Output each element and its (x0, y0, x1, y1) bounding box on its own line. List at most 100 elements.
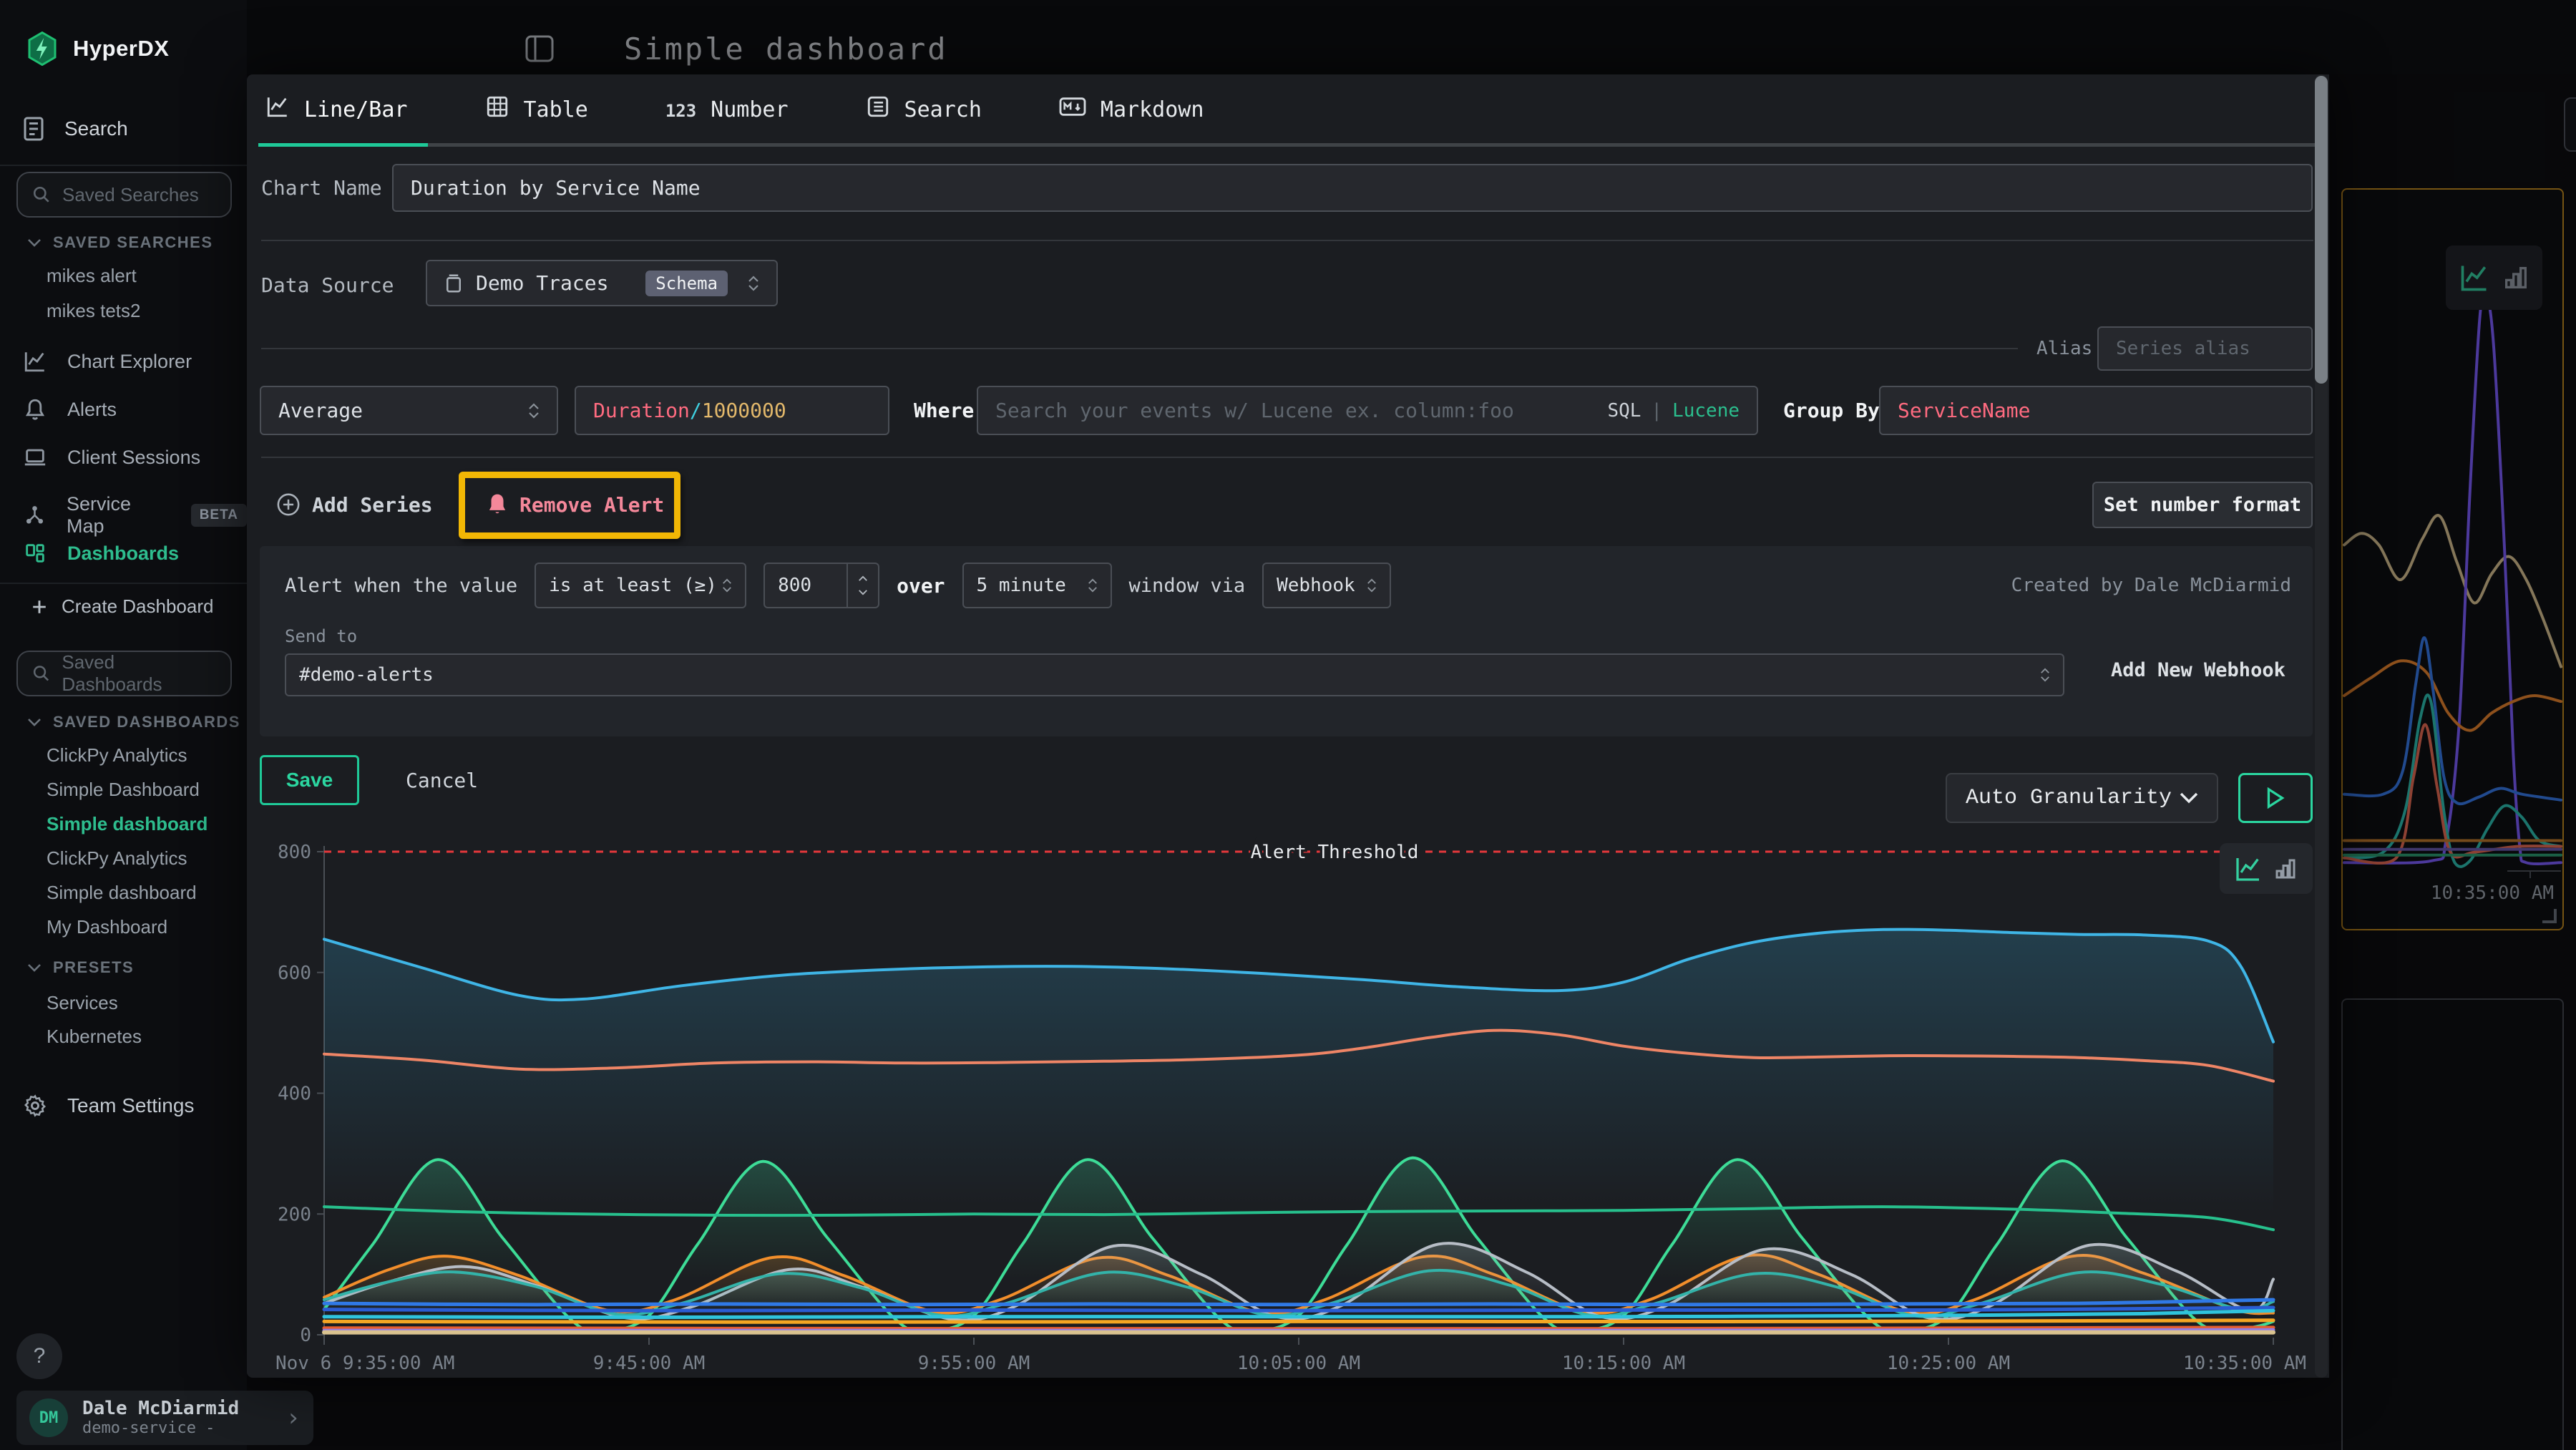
chevron-right-icon: › (286, 1403, 301, 1432)
add-new-webhook-button[interactable]: Add New Webhook (2111, 659, 2285, 681)
create-dashboard-button[interactable]: Create Dashboard (31, 595, 213, 618)
preset-item[interactable]: Kubernetes (47, 1026, 142, 1048)
aggregation-select[interactable]: Average (260, 386, 558, 435)
chart-name-input[interactable]: Duration by Service Name (392, 164, 2313, 212)
where-placeholder: Search your events w/ Lucene ex. column:… (995, 399, 1514, 422)
query-language-toggle[interactable]: SQL | Lucene (1607, 400, 1740, 422)
group-by-label: Group By (1783, 399, 1880, 422)
app-logo[interactable]: HyperDX (27, 31, 169, 66)
send-to-label: Send to (285, 626, 357, 646)
sidebar-item-service-map[interactable]: Service MapBETA (23, 493, 247, 537)
markdown-icon (1059, 94, 1086, 125)
add-series-button[interactable]: Add Series (276, 492, 433, 517)
saved-dashboard-item[interactable]: ClickPy Analytics (47, 744, 187, 767)
alias-input[interactable]: Series alias (2097, 326, 2313, 371)
add-series-label: Add Series (312, 493, 433, 517)
field-formula-input[interactable]: Duration/1000000 (575, 386, 889, 435)
formula-field: Duration (593, 399, 690, 422)
sidebar-item-team-settings[interactable]: Team Settings (23, 1094, 194, 1118)
cancel-button[interactable]: Cancel (406, 755, 478, 805)
saved-dashboards-placeholder: Saved Dashboards (62, 651, 216, 696)
where-label: Where (914, 399, 974, 422)
help-button[interactable]: ? (16, 1333, 62, 1379)
svg-text:Alert Threshold: Alert Threshold (1251, 842, 1419, 863)
data-source-select[interactable]: Demo Traces Schema (426, 260, 778, 306)
svg-text:10:35:00 AM: 10:35:00 AM (2183, 1353, 2306, 1374)
section-title: SAVED SEARCHES (53, 233, 213, 252)
saved-dashboards-input[interactable]: Saved Dashboards (16, 651, 232, 696)
section-title: SAVED DASHBOARDS (53, 713, 240, 731)
divider (261, 240, 2313, 241)
alert-condition-value: is at least (≥) (549, 575, 717, 596)
tab-track (258, 143, 2315, 147)
where-search-input[interactable]: Search your events w/ Lucene ex. column:… (977, 386, 1758, 435)
avatar: DM (29, 1398, 68, 1437)
saved-search-item[interactable]: mikes alert (47, 265, 137, 287)
alert-condition-select[interactable]: is at least (≥) (535, 563, 746, 608)
tab-label: Search (904, 97, 982, 122)
svg-text:10:15:00 AM: 10:15:00 AM (1562, 1353, 1685, 1374)
select-chevrons-icon (528, 403, 540, 419)
sidebar-item-label: Search (64, 117, 128, 140)
sidebar-item-label: Team Settings (67, 1094, 194, 1117)
bar-chart-icon[interactable] (2273, 855, 2298, 883)
alert-over-label: over (897, 574, 945, 598)
tab-line-bar[interactable]: Line/Bar (261, 94, 412, 125)
group-by-input[interactable]: ServiceName (1879, 386, 2313, 435)
preset-item[interactable]: Services (47, 992, 118, 1014)
user-info: Dale McDiarmid demo-service - (82, 1398, 239, 1438)
set-number-format-label: Set number format (2104, 494, 2301, 516)
send-to-select[interactable]: #demo-alerts (285, 653, 2064, 696)
divider (0, 165, 247, 166)
network-icon (23, 503, 47, 527)
line-chart-icon[interactable] (2234, 855, 2263, 883)
sidebar-item-search[interactable]: Search (23, 116, 128, 142)
set-number-format-button[interactable]: Set number format (2092, 482, 2313, 528)
saved-search-item[interactable]: mikes tets2 (47, 300, 141, 322)
user-card[interactable]: DM Dale McDiarmid demo-service - › (16, 1391, 313, 1445)
presets-header[interactable]: PRESETS (27, 958, 134, 977)
divider (0, 583, 247, 584)
alert-channel-select[interactable]: Webhook (1262, 563, 1391, 608)
user-name: Dale McDiarmid (82, 1398, 239, 1420)
tab-number[interactable]: 123Number (661, 94, 793, 125)
play-icon (2265, 787, 2285, 809)
search-doc-icon (23, 116, 44, 142)
chevron-down-icon (27, 238, 42, 247)
saved-dashboard-item[interactable]: Simple dashboard (47, 813, 208, 835)
saved-dashboard-item[interactable]: ClickPy Analytics (47, 847, 187, 870)
saved-dashboard-item[interactable]: Simple Dashboard (47, 779, 200, 801)
tab-search[interactable]: Search (862, 94, 986, 125)
save-label: Save (286, 769, 333, 792)
svg-text:600: 600 (278, 963, 311, 984)
sidebar-item-alerts[interactable]: Alerts (23, 397, 117, 422)
gear-icon (23, 1094, 47, 1118)
alert-window-select[interactable]: 5 minute (962, 563, 1112, 608)
created-by-label: Created by Dale McDiarmid (2011, 575, 2291, 596)
saved-dashboards-header[interactable]: SAVED DASHBOARDS (27, 713, 240, 731)
tab-markdown[interactable]: Markdown (1055, 94, 1209, 125)
lucene-option[interactable]: Lucene (1672, 400, 1740, 422)
saved-searches-header[interactable]: SAVED SEARCHES (27, 233, 213, 252)
save-button[interactable]: Save (260, 755, 359, 805)
chevron-down-icon (27, 718, 42, 726)
modal-scrollbar-thumb[interactable] (2315, 76, 2328, 384)
chart-type-toggle[interactable] (2220, 843, 2313, 894)
tab-table[interactable]: Table (481, 94, 592, 125)
alert-threshold-input[interactable]: 800 (763, 563, 879, 608)
alert-config-section: Alert when the value is at least (≥) 800 (260, 546, 2313, 736)
number-spinner[interactable] (847, 564, 878, 607)
saved-dashboard-item[interactable]: Simple dashboard (47, 882, 197, 904)
sidebar-item-client-sessions[interactable]: Client Sessions (23, 445, 200, 469)
alert-via-label: window via (1129, 575, 1246, 597)
sidebar-item-chart-explorer[interactable]: Chart Explorer (23, 349, 192, 374)
app-logo-text: HyperDX (73, 36, 169, 62)
saved-searches-input[interactable]: Saved Searches (16, 172, 232, 218)
saved-searches-placeholder: Saved Searches (62, 184, 199, 206)
sidebar-item-label: Client Sessions (67, 447, 200, 469)
cancel-label: Cancel (406, 769, 478, 792)
saved-dashboard-item[interactable]: My Dashboard (47, 916, 167, 938)
sql-option[interactable]: SQL (1607, 400, 1641, 422)
sidebar-item-dashboards[interactable]: Dashboards (23, 541, 179, 565)
tab-label: Number (711, 97, 788, 122)
